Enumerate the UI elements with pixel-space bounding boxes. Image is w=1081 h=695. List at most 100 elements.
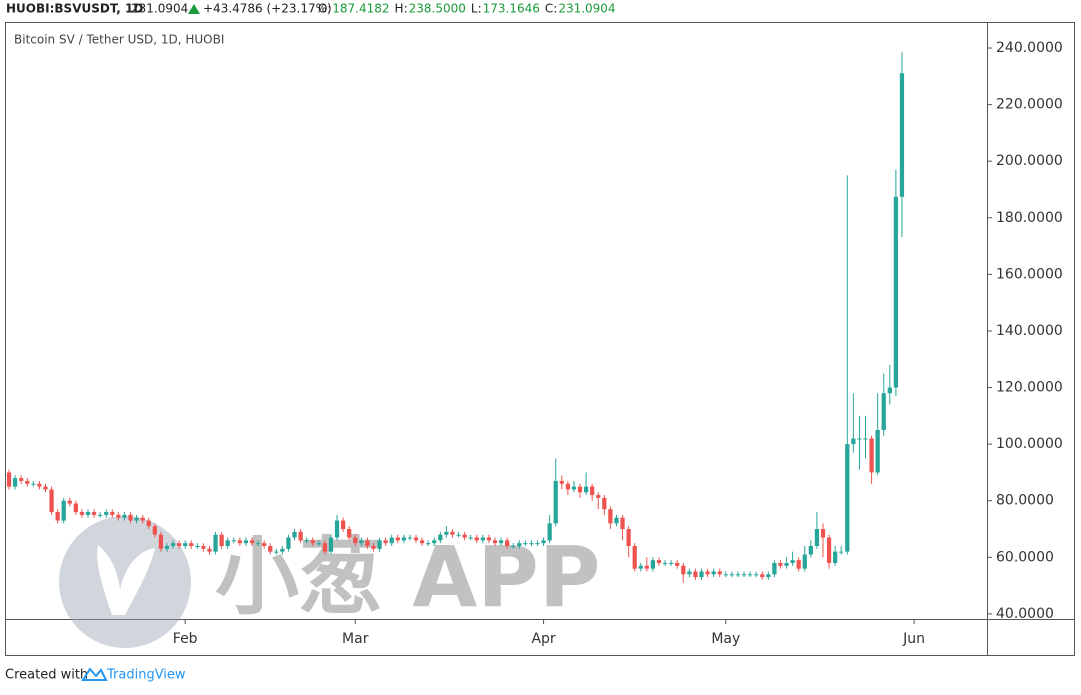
candle-body — [669, 562, 674, 564]
candle-body — [146, 520, 151, 527]
y-tick-label: 240.0000 — [996, 40, 1063, 56]
change: +43.4786 (+23.17%) — [203, 2, 332, 16]
candle-body — [662, 562, 668, 564]
candle-body — [602, 497, 607, 510]
chart-title: Bitcoin SV / Tether USD, 1D, HUOBI — [14, 33, 224, 47]
candle-body — [687, 571, 692, 575]
candle-body — [693, 571, 698, 578]
candle-body — [140, 517, 145, 521]
candle-body — [468, 537, 473, 539]
candle-body — [656, 560, 662, 563]
up-arrow — [188, 4, 200, 14]
candle-body — [869, 438, 874, 473]
candle-body — [237, 540, 242, 544]
candle-body — [614, 517, 619, 524]
y-tick-label: 140.0000 — [996, 323, 1063, 339]
candle-body — [893, 196, 899, 388]
candle-body — [596, 495, 601, 498]
candle-body — [778, 562, 783, 566]
candle-body — [747, 574, 753, 576]
candle-body — [723, 574, 728, 576]
candle-body — [128, 514, 133, 521]
candle-body — [887, 387, 892, 394]
y-tick-label: 120.0000 — [996, 380, 1063, 396]
y-tick-label: 80.0000 — [996, 493, 1054, 509]
candle-body — [511, 546, 516, 548]
y-tick-label: 160.0000 — [996, 266, 1063, 282]
candle-body — [498, 540, 504, 544]
candle-body — [25, 480, 30, 484]
candle-body — [110, 512, 115, 515]
watermark-logo — [59, 516, 191, 648]
candle-body — [292, 531, 297, 538]
candle-body — [553, 480, 558, 524]
candle-body — [49, 489, 54, 513]
candle-body — [213, 534, 218, 552]
candle-body — [225, 540, 230, 547]
candle-body — [85, 512, 91, 515]
candle-body — [134, 517, 139, 521]
candle-body — [243, 540, 249, 544]
candle-body — [371, 546, 376, 549]
candle-body — [432, 540, 437, 544]
candle-body — [486, 537, 492, 541]
footer-text: Created with — [5, 668, 88, 683]
candle-body — [559, 480, 564, 484]
candle-body — [462, 534, 467, 538]
candle-body — [632, 546, 637, 569]
candle-body — [31, 483, 36, 485]
candle-body — [735, 574, 741, 576]
candle-body — [407, 537, 413, 539]
candle-body — [207, 548, 212, 552]
candle-body — [571, 486, 577, 490]
ohlc-value: 231.0904 — [558, 2, 615, 16]
candle-body — [863, 438, 868, 440]
candle-body — [383, 540, 388, 544]
ohlc-value: 187.4182 — [332, 2, 389, 16]
candle-body — [280, 548, 285, 552]
candle-body — [438, 534, 443, 541]
x-tick-label: Jun — [902, 631, 925, 647]
ohlc-label: C: — [545, 2, 557, 16]
candle-body — [37, 483, 42, 487]
candle-body — [814, 529, 820, 547]
candle-body — [231, 540, 236, 542]
candle-body — [286, 537, 291, 549]
candle-body — [875, 429, 880, 473]
candle-body — [899, 73, 905, 197]
candle-body — [122, 514, 127, 518]
ohlc-label: L: — [471, 2, 482, 16]
candle-body — [353, 537, 358, 544]
candle-body — [772, 562, 777, 575]
candle-body — [729, 574, 735, 576]
ohlc-label: O: — [318, 2, 331, 16]
candle-body — [456, 534, 461, 536]
candle-body — [681, 565, 686, 575]
candle-body — [12, 478, 18, 487]
frame — [5, 22, 1075, 656]
candle-body — [450, 531, 455, 535]
candle-body — [626, 529, 631, 547]
candle-body — [255, 543, 261, 545]
brand-logo — [81, 667, 108, 681]
y-tick-label: 40.0000 — [996, 606, 1054, 622]
candle-body — [650, 560, 656, 569]
candle-body — [195, 546, 200, 548]
candle-body — [754, 574, 759, 576]
candle-body — [517, 543, 522, 547]
candle-body — [474, 537, 479, 541]
candle-body — [590, 486, 595, 496]
candle-body — [219, 534, 224, 547]
candle-body — [790, 560, 795, 563]
candle-body — [61, 500, 66, 521]
candle-body — [620, 517, 625, 530]
y-tick-label: 180.0000 — [996, 210, 1063, 226]
y-tick-label: 220.0000 — [996, 97, 1063, 113]
candle-body — [73, 503, 78, 513]
candle-body — [808, 546, 813, 555]
candle-body — [760, 574, 765, 578]
candle-body — [577, 486, 583, 493]
candle-body — [419, 540, 425, 544]
candle-body — [711, 571, 716, 575]
